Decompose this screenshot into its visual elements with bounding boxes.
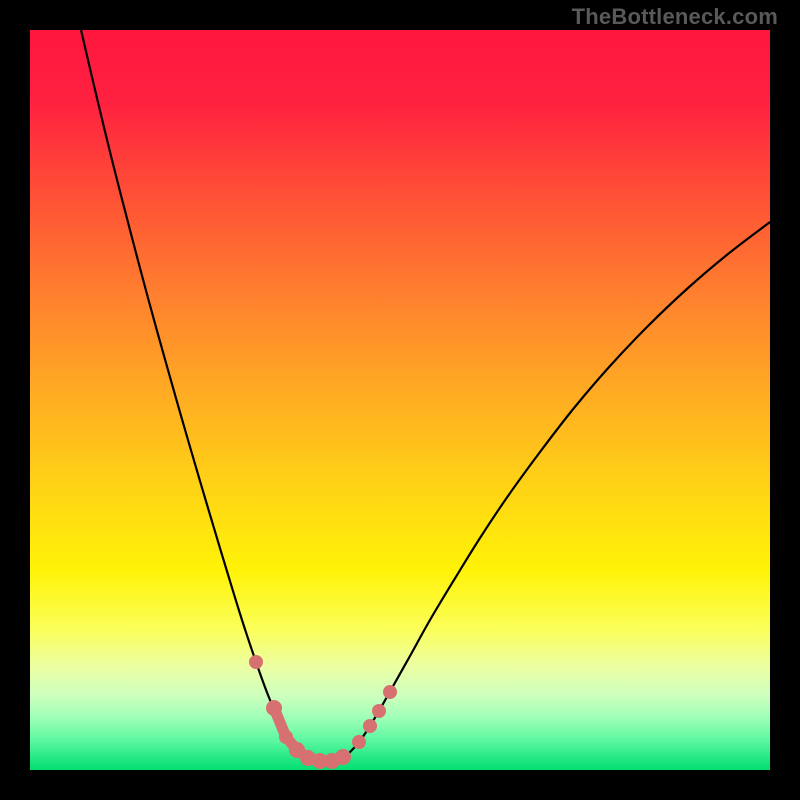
watermark-text: TheBottleneck.com xyxy=(572,4,778,30)
marker-layer xyxy=(30,30,770,770)
data-marker xyxy=(383,685,397,699)
data-marker xyxy=(352,735,366,749)
plot-area xyxy=(30,30,770,770)
data-marker xyxy=(335,749,351,765)
data-marker xyxy=(363,719,377,733)
data-marker xyxy=(279,730,293,744)
data-marker xyxy=(372,704,386,718)
data-marker xyxy=(249,655,263,669)
data-marker xyxy=(266,700,282,716)
chart-frame xyxy=(0,0,800,800)
